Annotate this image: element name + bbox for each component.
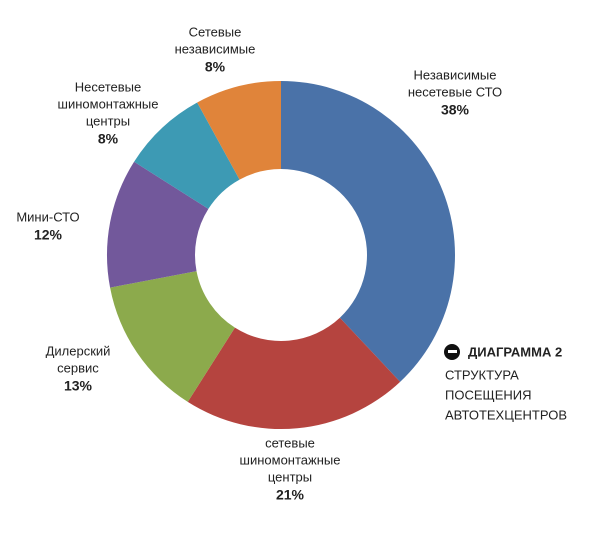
slice-label: сетевые — [265, 435, 315, 450]
value-label: 38% — [441, 102, 470, 118]
annotation-title: ДИАГРАММА 2 — [468, 344, 562, 359]
slice-label: Несетевые — [75, 79, 141, 94]
donut-slice — [110, 271, 235, 402]
slice-label: Независимые — [414, 67, 497, 82]
slice-label: несетевые СТО — [408, 84, 502, 99]
annotation-subtitle: ПОСЕЩЕНИЯ — [445, 387, 532, 402]
slice-label: шиномонтажные — [240, 452, 341, 467]
slice-label: Сетевые — [189, 24, 242, 39]
slice-label: центры — [86, 113, 130, 128]
donut-slice — [281, 81, 455, 382]
donut-slice — [187, 317, 401, 430]
value-label: 21% — [276, 487, 305, 503]
slice-label: Дилерский — [46, 343, 111, 358]
annotation-subtitle: СТРУКТУРА — [445, 367, 519, 382]
slice-label: центры — [268, 469, 312, 484]
slice-label: независимые — [175, 41, 256, 56]
annotation-subtitle: АВТОТЕХЦЕНТРОВ — [445, 407, 567, 422]
donut-slice — [134, 102, 240, 209]
value-label: 8% — [205, 59, 226, 75]
donut-slice — [197, 81, 281, 180]
donut-slice — [107, 161, 209, 288]
value-label: 12% — [34, 227, 63, 243]
value-label: 8% — [98, 131, 119, 147]
annotation-icon-mark — [448, 350, 457, 353]
slice-label: шиномонтажные — [58, 96, 159, 111]
slice-label: Мини-СТО — [16, 209, 79, 224]
value-label: 13% — [64, 378, 93, 394]
slice-label: сервис — [57, 360, 99, 375]
